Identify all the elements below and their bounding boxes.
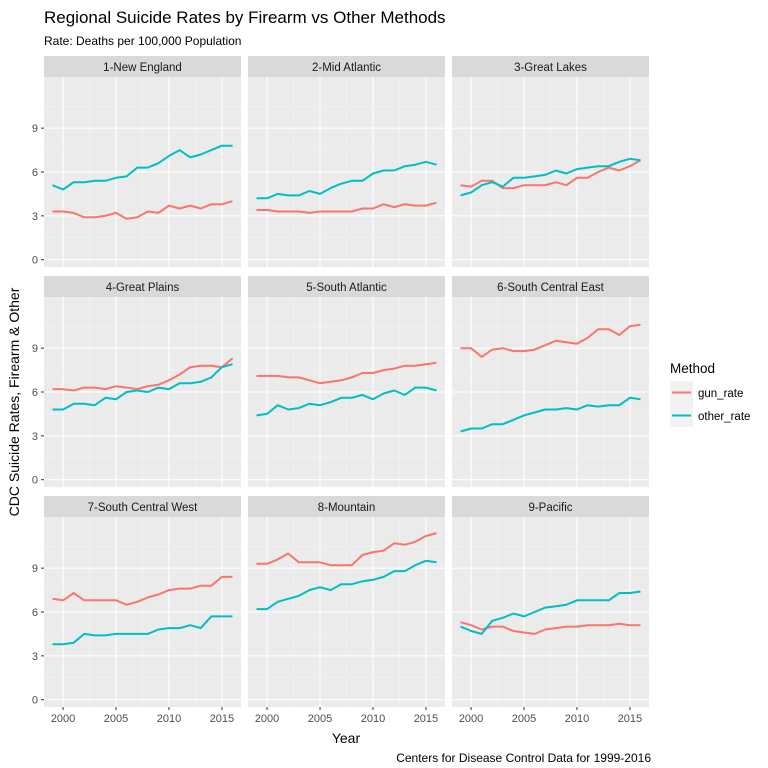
y-axis-title: CDC Suicide Rates, Firearm & Other (6, 287, 22, 516)
series-line-gun_rate (460, 621, 641, 635)
legend-label-gun_rate: gun_rate (698, 388, 743, 400)
strip-2-mid-atlantic (248, 56, 445, 77)
strip-5-south-atlantic (248, 276, 445, 297)
legend-label-other_rate: other_rate (698, 411, 750, 423)
strip-label: 7-South Central West (88, 502, 199, 514)
strip-8-mountain (248, 496, 445, 517)
strip-4-great-plains (44, 276, 241, 297)
panel-1-new-england: 1-New England 0 3 6 9 (32, 56, 241, 267)
panel-5-south-atlantic: 5-South Atlantic (248, 276, 445, 487)
x-tick-label: 2010 (361, 713, 385, 725)
strip-label: 9-Pacific (528, 502, 572, 514)
panel-3-great-lakes: 3-Great Lakes (452, 56, 649, 267)
legend: Method gun_rate other_rate (670, 361, 750, 427)
y-tick-label: 9 (32, 563, 38, 575)
panel-6-south-central-east: 6-South Central East (452, 276, 649, 487)
series-line-other_rate (460, 157, 641, 197)
strip-label: 2-Mid Atlantic (312, 62, 381, 74)
series-line-other_rate (52, 615, 233, 646)
x-tick-label: 2015 (414, 713, 438, 725)
panel-8-mountain: 8-Mountain 2000 2005 2010 2015 (248, 496, 445, 725)
strip-label: 3-Great Lakes (514, 62, 587, 74)
series-line-other_rate (52, 363, 233, 411)
strip-9-pacific (452, 496, 649, 517)
facet-panels: 1-New England 0 3 6 9 2-Mid Atlantic 3-Great L… (32, 56, 649, 725)
x-tick-label: 2005 (104, 713, 128, 725)
x-tick-label: 2015 (618, 713, 642, 725)
legend-title: Method (670, 361, 715, 376)
panel-4-great-plains: 4-Great Plains 0 3 6 9 (32, 276, 241, 487)
series-line-other_rate (256, 160, 437, 200)
series-line-other_rate (256, 559, 437, 611)
series-line-gun_rate (52, 357, 234, 392)
x-tick-label: 2000 (255, 713, 279, 725)
x-tick-label: 2000 (459, 713, 483, 725)
strip-7-south-central-west (44, 496, 241, 517)
y-tick-label: 9 (32, 123, 38, 135)
x-tick-label: 2015 (210, 713, 234, 725)
y-tick-label: 9 (32, 343, 38, 355)
y-tick-label: 6 (32, 387, 38, 399)
series-line-gun_rate (52, 200, 233, 220)
y-tick-label: 3 (32, 431, 38, 443)
chart-title: Regional Suicide Rates by Firearm vs Oth… (44, 8, 446, 27)
strip-label: 8-Mountain (318, 502, 376, 514)
series-line-gun_rate (256, 532, 437, 567)
panel-9-pacific: 9-Pacific 2000 2005 2010 2015 (452, 496, 649, 725)
x-tick-label: 2005 (308, 713, 332, 725)
y-tick-label: 3 (32, 651, 38, 663)
series-line-gun_rate (460, 323, 641, 358)
chart-caption: Centers for Disease Control Data for 199… (396, 751, 651, 765)
y-tick-label: 0 (32, 695, 38, 707)
strip-label: 5-South Atlantic (306, 282, 387, 294)
series-line-gun_rate (256, 361, 437, 385)
strip-1-new-england (44, 56, 241, 77)
panel-2-mid-atlantic: 2-Mid Atlantic (248, 56, 445, 267)
series-line-other_rate (460, 590, 641, 635)
x-tick-label: 2000 (51, 713, 75, 725)
series-line-other_rate (256, 386, 437, 417)
strip-label: 1-New England (103, 62, 182, 74)
strip-label: 4-Great Plains (106, 282, 180, 294)
strip-label: 6-South Central East (497, 282, 605, 294)
strip-3-great-lakes (452, 56, 649, 77)
y-tick-label: 0 (32, 475, 38, 487)
y-tick-label: 3 (32, 211, 38, 223)
strip-6-south-central-east (452, 276, 649, 297)
y-tick-label: 0 (32, 255, 38, 267)
x-tick-label: 2010 (565, 713, 589, 725)
series-line-other_rate (52, 144, 233, 191)
series-line-gun_rate (52, 575, 233, 606)
x-tick-label: 2010 (157, 713, 181, 725)
series-line-other_rate (460, 396, 641, 433)
x-axis-title: Year (332, 730, 361, 746)
y-tick-label: 6 (32, 167, 38, 179)
series-line-gun_rate (256, 201, 437, 214)
x-tick-label: 2005 (512, 713, 536, 725)
series-line-gun_rate (460, 159, 641, 190)
chart-subtitle: Rate: Deaths per 100,000 Population (44, 34, 241, 48)
y-tick-label: 6 (32, 607, 38, 619)
panel-7-south-central-west: 7-South Central West 0 3 6 9 2000 2005 2010 2015 (32, 496, 241, 725)
